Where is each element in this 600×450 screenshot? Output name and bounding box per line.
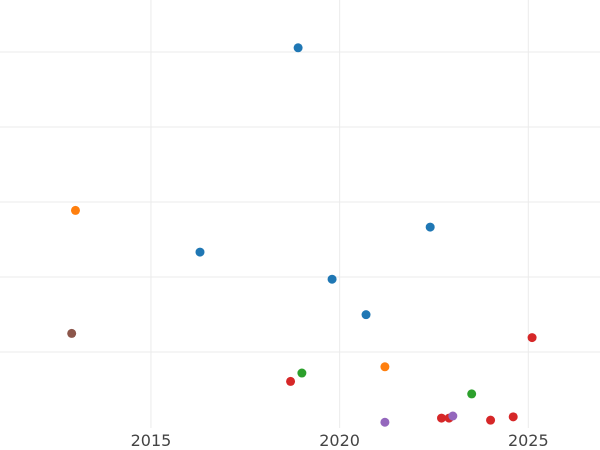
data-point <box>467 389 477 399</box>
data-point <box>380 417 390 427</box>
x-tick-label: 2020 <box>319 431 360 450</box>
data-point <box>486 415 496 425</box>
data-point <box>527 333 537 343</box>
data-point <box>67 328 77 338</box>
data-point <box>380 362 390 372</box>
data-point <box>448 411 458 421</box>
x-tick-label: 2025 <box>508 431 549 450</box>
grid <box>0 0 600 428</box>
data-point <box>437 413 447 423</box>
data-points <box>67 43 537 427</box>
data-point <box>195 247 205 257</box>
data-point <box>286 376 296 386</box>
data-point <box>297 368 307 378</box>
data-point <box>508 412 518 422</box>
data-point <box>327 274 337 284</box>
data-point <box>293 43 303 53</box>
data-point <box>425 222 435 232</box>
data-point <box>70 205 80 215</box>
data-point <box>361 310 371 320</box>
x-tick-label: 2015 <box>131 431 172 450</box>
x-axis-ticks: 2015 2020 2025 <box>131 431 549 450</box>
